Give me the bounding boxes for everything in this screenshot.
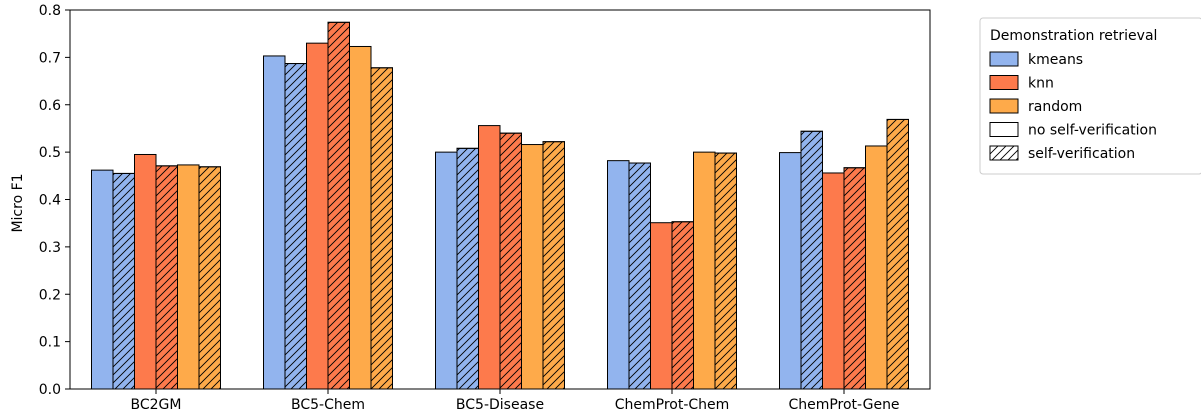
y-tick-label: 0.1 — [39, 335, 61, 351]
bar-random-no-self-verification — [521, 144, 544, 390]
legend-frame — [979, 17, 1201, 175]
legend-swatch — [989, 122, 1019, 137]
bar-knn-no-self-verification — [650, 222, 673, 390]
bar-knn-no-self-verification — [478, 125, 501, 390]
bar-hatch-overlay — [370, 67, 393, 390]
y-axis-title: Micro F1 — [10, 173, 26, 232]
bar-kmeans-no-self-verification — [435, 151, 458, 390]
bar-kmeans-no-self-verification — [263, 55, 286, 390]
y-tick-label: 0.7 — [39, 50, 61, 66]
y-tick-label: 0.5 — [39, 145, 61, 161]
bar-kmeans-no-self-verification — [779, 152, 802, 390]
y-tick-label: 0.0 — [39, 382, 61, 398]
bar-hatch-overlay — [843, 167, 866, 390]
x-tick-label: ChemProt-Gene — [788, 397, 899, 413]
bar-hatch-overlay — [886, 118, 909, 390]
bar-hatch-overlay — [628, 162, 651, 390]
plot-frame — [69, 9, 931, 390]
legend-swatch-hatch — [989, 145, 1019, 161]
y-tick-label: 0.2 — [39, 287, 61, 303]
legend-swatch — [989, 51, 1019, 67]
bar-hatch-overlay — [155, 165, 178, 390]
bar-knn-no-self-verification — [134, 153, 157, 390]
bar-knn-no-self-verification — [822, 172, 845, 390]
x-tick-label: BC5-Chem — [291, 397, 365, 413]
legend-label: kmeans — [1028, 52, 1083, 68]
x-tick-label: ChemProt-Chem — [615, 397, 730, 413]
bar-knn-no-self-verification — [306, 42, 329, 390]
x-tick-label: BC2GM — [131, 397, 182, 413]
bar-kmeans-no-self-verification — [91, 169, 114, 390]
bar-random-no-self-verification — [865, 145, 888, 390]
bar-hatch-overlay — [800, 130, 823, 390]
bar-hatch-overlay — [714, 152, 737, 390]
y-tick-label: 0.8 — [39, 3, 61, 19]
plot-area: BC2GM BC5-Chem BC5-Disease ChemProt-Chem Che… — [39, 3, 931, 413]
y-tick-label: 0.3 — [39, 240, 61, 256]
legend-label: self-verification — [1028, 146, 1135, 162]
bar-hatch-overlay — [284, 63, 307, 390]
legend-label: no self-verification — [1028, 123, 1157, 139]
bar-random-no-self-verification — [349, 45, 372, 390]
bar-hatch-overlay — [499, 132, 522, 390]
y-tick-label: 0.6 — [39, 98, 61, 114]
legend-label: knn — [1028, 76, 1054, 92]
x-tick-label: BC5-Disease — [456, 397, 544, 413]
y-tick-label: 0.4 — [39, 193, 61, 209]
legend: Demonstration retrieval kmeans knn random no… — [979, 17, 1201, 175]
bar-hatch-overlay — [542, 141, 565, 390]
bar-hatch-overlay — [456, 147, 479, 390]
bar-hatch-overlay — [198, 166, 221, 390]
bar-kmeans-no-self-verification — [607, 160, 630, 390]
legend-label: random — [1028, 99, 1082, 115]
legend-title: Demonstration retrieval — [990, 28, 1157, 44]
legend-swatch — [989, 98, 1019, 114]
legend-swatch — [989, 75, 1019, 90]
bar-random-no-self-verification — [693, 151, 716, 390]
bar-hatch-overlay — [112, 172, 135, 390]
bar-hatch-overlay — [327, 21, 350, 390]
bar-hatch-overlay — [671, 221, 694, 390]
bar-random-no-self-verification — [177, 164, 200, 390]
